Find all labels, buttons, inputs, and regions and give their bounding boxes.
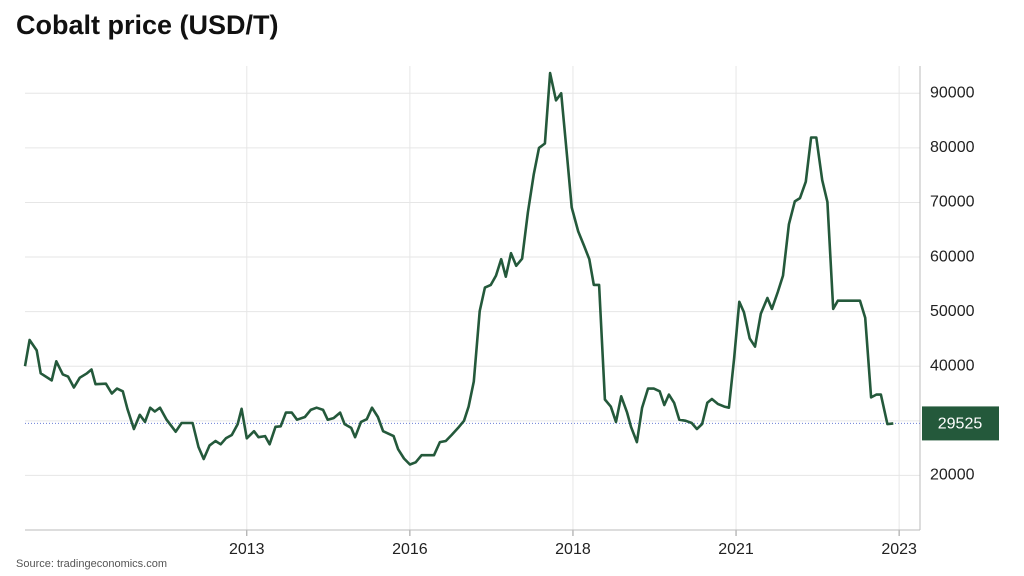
last-value-box — [922, 406, 999, 441]
y-tick-label: 80000 — [930, 139, 975, 156]
x-tick-label: 2013 — [229, 541, 265, 558]
y-tick-label: 60000 — [930, 248, 975, 265]
x-tick-label: 2021 — [718, 541, 754, 558]
last-value-label: 29525 — [938, 416, 983, 433]
chart-title: Cobalt price (USD/T) — [16, 10, 279, 40]
x-tick-label: 2016 — [392, 541, 428, 558]
source-note: Source: tradingeconomics.com — [16, 558, 167, 570]
price-line — [23, 71, 894, 466]
y-tick-label: 90000 — [930, 85, 975, 102]
x-tick-label: 2023 — [881, 541, 917, 558]
x-tick-label: 2018 — [555, 541, 591, 558]
y-tick-label: 40000 — [930, 357, 975, 374]
y-tick-label: 50000 — [930, 303, 975, 320]
y-tick-label: 70000 — [930, 194, 975, 211]
y-tick-label: 20000 — [930, 467, 975, 484]
